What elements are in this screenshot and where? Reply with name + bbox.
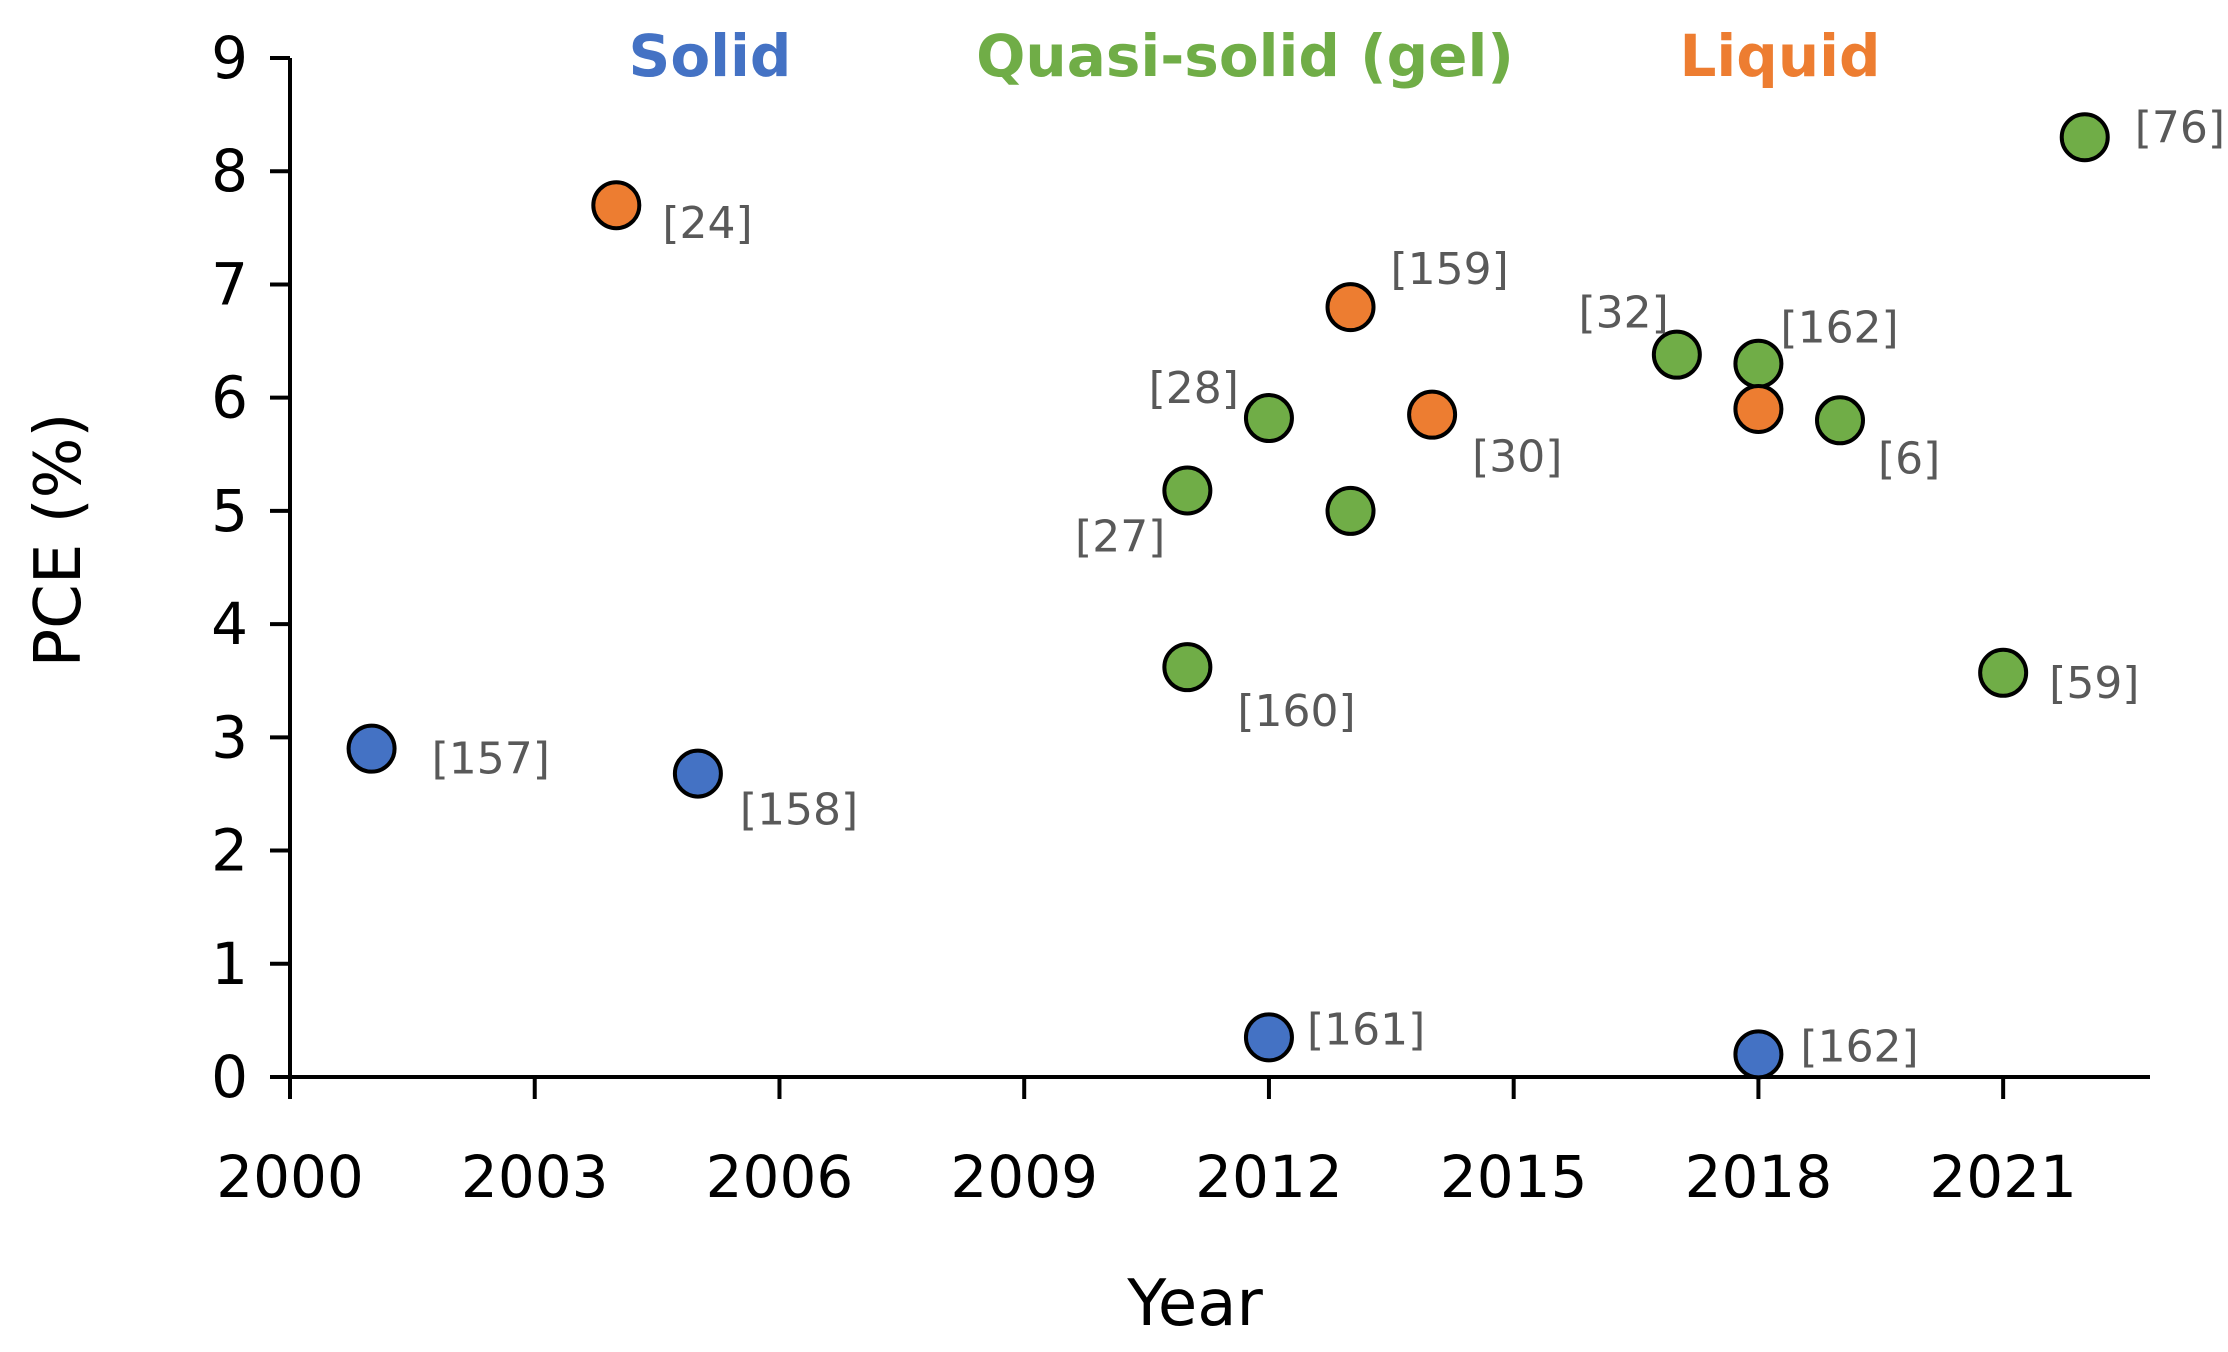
- axes: [288, 58, 2150, 1079]
- reference-label: [59]: [2049, 658, 2139, 709]
- data-point: [591, 180, 642, 231]
- reference-label: [162]: [1780, 303, 1898, 354]
- y-tick-label: 5: [211, 477, 248, 545]
- reference-label: [30]: [1472, 432, 1562, 483]
- reference-label: [162]: [1800, 1021, 1918, 1072]
- x-tick-label: 2012: [1195, 1143, 1343, 1211]
- x-tick-label: 2000: [216, 1143, 364, 1211]
- legend-solid: Solid: [629, 22, 792, 90]
- y-axis-title: PCE (%): [22, 413, 96, 668]
- data-point: [1815, 395, 1865, 446]
- reference-label: [27]: [1075, 512, 1165, 563]
- x-axis-title: Year: [1126, 1267, 1263, 1341]
- data-point: [1325, 282, 1376, 333]
- y-tick-label: 4: [211, 590, 248, 658]
- reference-label: [24]: [662, 198, 752, 249]
- reference-label: [159]: [1391, 244, 1509, 295]
- y-axis-ticks: 0 1 2 3 4 5 6 7 8 9: [211, 24, 290, 1111]
- data-point: [1651, 329, 1702, 380]
- reference-label: [28]: [1149, 363, 1239, 414]
- x-tick-label: 2009: [950, 1143, 1098, 1211]
- y-tick-label: 2: [211, 817, 248, 885]
- legend-liquid: Liquid: [1679, 22, 1880, 90]
- reference-label: [32]: [1579, 288, 1669, 339]
- data-point: [2059, 112, 2110, 163]
- x-axis-ticks: 2000 2003 2006 2009 2012 2015 2018 2021: [216, 1077, 2077, 1211]
- data-point: [1162, 465, 1213, 516]
- reference-label: [6]: [1878, 433, 1940, 484]
- data-point: [1243, 393, 1294, 444]
- reference-label: [160]: [1237, 686, 1355, 737]
- reference-labels: [157] [158] [161] [162] [27] [160] [28] [32] [16…: [432, 102, 2225, 1072]
- y-tick-label: 8: [211, 137, 248, 205]
- data-point: [1733, 338, 1784, 389]
- y-tick-label: 6: [211, 364, 248, 432]
- x-tick-label: 2021: [1929, 1143, 2077, 1211]
- data-point: [1325, 485, 1376, 536]
- data-point: [346, 723, 397, 774]
- reference-label: [161]: [1307, 1004, 1425, 1055]
- y-tick-label: 9: [211, 24, 248, 92]
- y-tick-label: 3: [211, 703, 248, 771]
- reference-label: [76]: [2135, 102, 2225, 153]
- x-tick-label: 2018: [1685, 1143, 1833, 1211]
- data-point: [1733, 383, 1784, 434]
- y-tick-label: 7: [211, 250, 248, 318]
- data-point: [1243, 1012, 1294, 1063]
- data-point: [1733, 1029, 1784, 1080]
- data-points: [346, 112, 2110, 1080]
- data-point: [672, 748, 723, 799]
- x-tick-label: 2006: [706, 1143, 854, 1211]
- reference-label: [157]: [432, 734, 550, 785]
- legend-quasi-solid-gel: Quasi-solid (gel): [976, 22, 1514, 90]
- data-point: [1978, 647, 2029, 698]
- reference-label: [158]: [740, 785, 858, 836]
- data-point: [1407, 389, 1458, 440]
- x-tick-label: 2015: [1440, 1143, 1588, 1211]
- y-tick-label: 0: [211, 1043, 248, 1111]
- data-point: [1162, 642, 1213, 693]
- x-tick-label: 2003: [461, 1143, 609, 1211]
- y-tick-label: 1: [211, 930, 248, 998]
